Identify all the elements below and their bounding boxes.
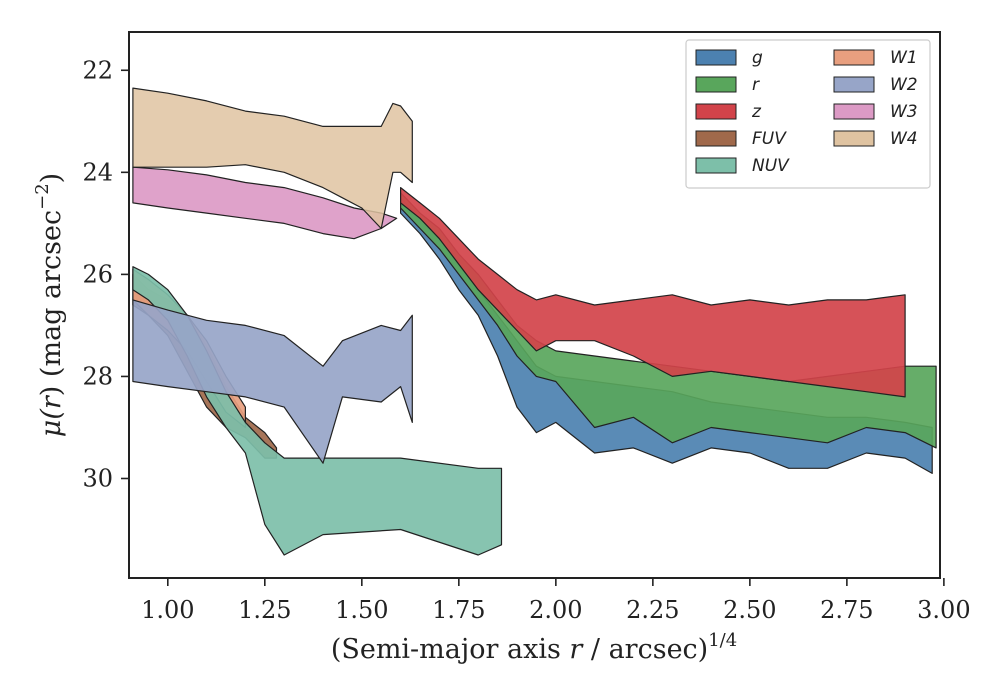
x-tick-label: 3.00	[917, 596, 970, 624]
y-axis-ticks: 22 24 26 28 30	[82, 56, 129, 492]
legend-swatch	[833, 49, 875, 66]
legend-swatch	[833, 76, 875, 93]
legend-item-W1: W1	[833, 48, 918, 68]
legend-swatch	[695, 157, 737, 174]
legend: grz FUV NUV W1 W2 W3 W4	[685, 39, 931, 189]
legend-label: g	[752, 48, 763, 68]
legend-item-FUV: FUV	[695, 129, 787, 149]
x-tick-label: 2.00	[529, 596, 582, 624]
x-tick-label: 2.50	[723, 596, 776, 624]
band-W3	[132, 166, 398, 240]
series-bands	[132, 87, 937, 556]
y-axis-label: μ(r) (mag arcsec−2)	[32, 173, 67, 437]
x-tick-label: 1.00	[141, 596, 194, 624]
legend-label: W3	[890, 102, 918, 122]
x-axis-ticks: 1.00 1.25 1.50 1.75 2.00 2.25 2.50 2.75 3.00	[141, 578, 971, 624]
legend-swatch	[833, 103, 875, 120]
plot-frame	[128, 31, 941, 579]
x-tick-label: 1.75	[432, 596, 485, 624]
legend-swatch	[695, 76, 737, 93]
x-tick-label: 2.75	[820, 596, 873, 624]
legend-item-NUV: NUV	[695, 156, 790, 176]
legend-item-W3: W3	[833, 102, 918, 122]
legend-item-r: r	[695, 75, 760, 95]
band-W4	[132, 87, 413, 230]
legend-item-W2: W2	[833, 75, 918, 95]
legend-label: FUV	[752, 129, 787, 149]
band-W2	[132, 299, 413, 464]
legend-label: W1	[890, 48, 918, 68]
x-tick-label: 2.25	[626, 596, 679, 624]
x-tick-label: 1.50	[335, 596, 388, 624]
legend-label: NUV	[752, 156, 790, 176]
x-axis-label: (Semi-major axis r / arcsec)1/4	[331, 630, 737, 665]
band-z	[400, 187, 906, 398]
x-tick-label: 1.25	[238, 596, 291, 624]
y-tick-label: 26	[82, 260, 113, 288]
legend-item-z: z	[695, 102, 762, 122]
y-tick-label: 24	[82, 158, 113, 186]
legend-swatch	[695, 103, 737, 120]
y-tick-label: 30	[82, 464, 113, 492]
legend-item-g: g	[695, 48, 763, 68]
legend-label: W2	[890, 75, 918, 95]
legend-swatch	[833, 130, 875, 147]
y-tick-label: 28	[82, 362, 113, 390]
legend-label: z	[751, 102, 762, 122]
legend-swatch	[695, 130, 737, 147]
legend-item-W4: W4	[833, 129, 918, 149]
y-tick-label: 22	[82, 56, 113, 84]
legend-label: r	[752, 75, 760, 95]
legend-label: W4	[890, 129, 918, 149]
legend-swatch	[695, 49, 737, 66]
